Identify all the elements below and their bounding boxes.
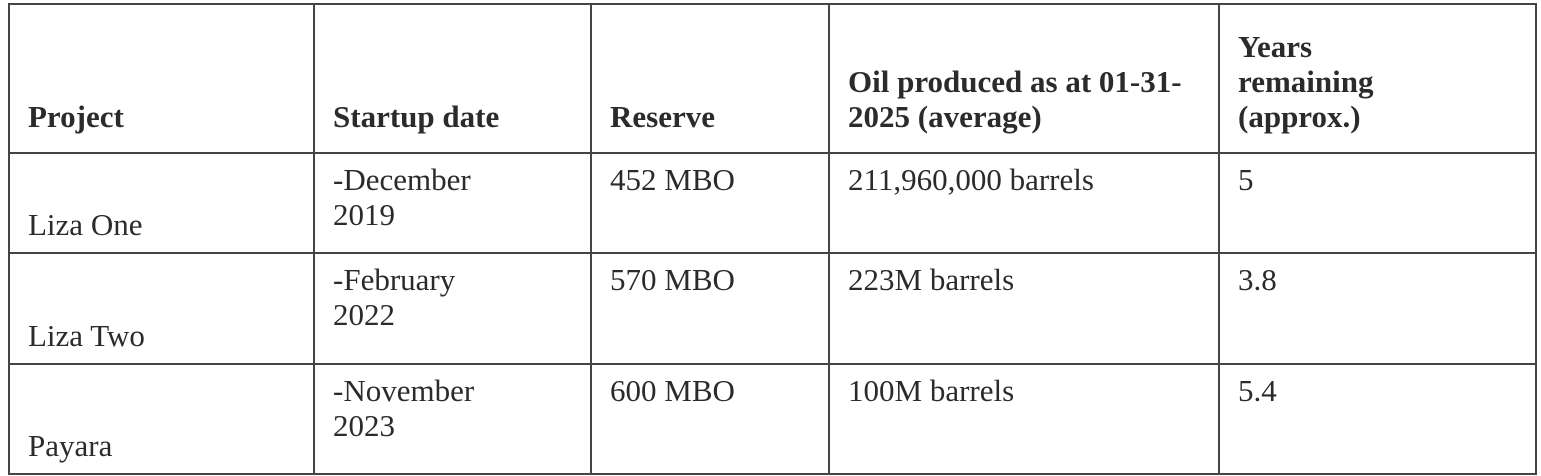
cell-text: 570 MBO — [610, 262, 735, 297]
table-cell: -December 2019 — [313, 152, 592, 254]
table-cell: 5.4 — [1218, 363, 1537, 475]
table-cell: 223M barrels — [828, 252, 1220, 365]
table-cell: 100M barrels — [828, 363, 1220, 475]
header-text: Startup date — [333, 99, 500, 134]
table-cell: Payara — [8, 363, 315, 475]
cell-text: -November 2023 — [333, 373, 475, 443]
table-cell: -February 2022 — [313, 252, 592, 365]
header-cell: Reserve — [590, 3, 830, 154]
header-text: Oil produced as at 01-31-2025 (average) — [848, 64, 1182, 134]
header-cell: Startup date — [313, 3, 592, 154]
cell-text: Liza One — [28, 207, 143, 242]
cell-text: -December 2019 — [333, 162, 471, 232]
table-cell: Liza One — [8, 152, 315, 254]
header-cell: Oil produced as at 01-31-2025 (average) — [828, 3, 1220, 154]
table-row: Liza Two -February 2022 570 MBO 223M barrel… — [8, 252, 1537, 365]
table-cell: 211,960,000 barrels — [828, 152, 1220, 254]
table-cell: 3.8 — [1218, 252, 1537, 365]
cell-text: Liza Two — [28, 318, 145, 353]
cell-text: Payara — [28, 428, 113, 463]
table-cell: -November 2023 — [313, 363, 592, 475]
table-cell: 600 MBO — [590, 363, 830, 475]
header-cell: Years remaining (approx.) — [1218, 3, 1537, 154]
header-text: Years remaining (approx.) — [1238, 29, 1374, 134]
cell-text: 5.4 — [1238, 373, 1277, 408]
header-cell: Project — [8, 3, 315, 154]
table-cell: Liza Two — [8, 252, 315, 365]
cell-text: 600 MBO — [610, 373, 735, 408]
table-cell: 452 MBO — [590, 152, 830, 254]
table-cell: 570 MBO — [590, 252, 830, 365]
cell-text: 5 — [1238, 162, 1254, 197]
table-row: Payara -November 2023 600 MBO 100M barrels 5… — [8, 363, 1537, 475]
header-text: Reserve — [610, 99, 715, 134]
cell-text: 452 MBO — [610, 162, 735, 197]
cell-text: 211,960,000 barrels — [848, 162, 1094, 197]
data-table: Project Startup date Reserve Oil produce… — [8, 3, 1537, 475]
cell-text: 223M barrels — [848, 262, 1015, 297]
cell-text: -February 2022 — [333, 262, 456, 332]
header-row: Project Startup date Reserve Oil produce… — [8, 3, 1537, 154]
table-cell: 5 — [1218, 152, 1537, 254]
header-text: Project — [28, 99, 124, 134]
table-row: Liza One -December 2019 452 MBO 211,960,000… — [8, 152, 1537, 254]
cell-text: 100M barrels — [848, 373, 1015, 408]
cell-text: 3.8 — [1238, 262, 1277, 297]
